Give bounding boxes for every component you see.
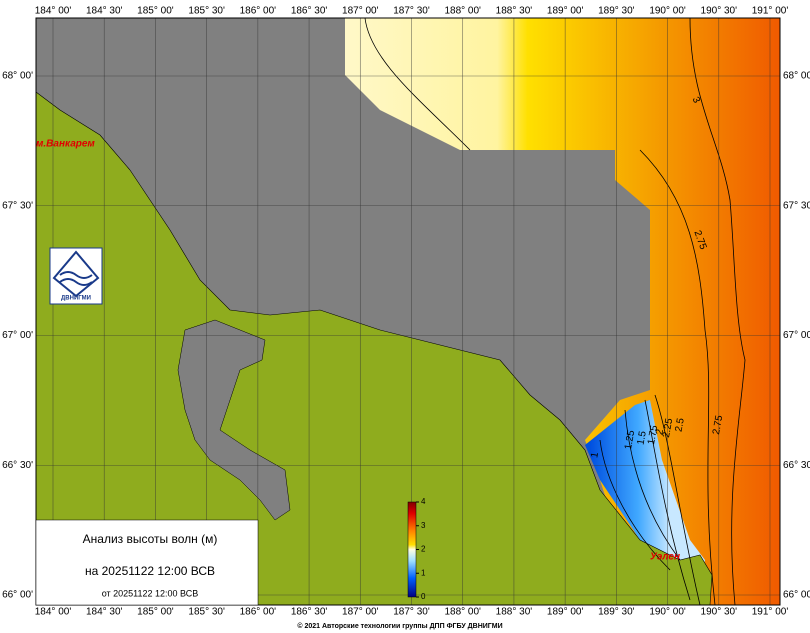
sea-field-low [585,400,705,590]
place-label: Уэлен [650,552,680,563]
lon-label: 185° 30' [188,607,225,618]
lon-label: 190° 00' [649,607,686,618]
lat-label: 68° 00' [2,71,33,82]
contour-line [654,394,701,606]
contour-label: 1.25 [623,429,637,451]
legend-valid-time: на 20251122 12:00 ВСВ [85,564,215,578]
lon-label: 190° 30' [701,607,738,618]
lat-label: 67° 30' [2,200,33,211]
lon-label: 191° 00' [752,607,789,618]
lon-label: 186° 00' [240,607,277,618]
colorbar-tick-label: 2 [421,545,426,554]
lon-label: 187° 00' [342,607,379,618]
lon-label: 187° 30' [393,6,430,17]
contour-line [624,409,681,561]
logo-waves [59,271,93,286]
contour-label: 1 [589,451,601,459]
lat-label: 67° 00' [783,330,810,341]
lon-label: 185° 30' [188,6,225,17]
lat-label: 66° 30' [783,460,810,471]
sea-field [345,18,780,605]
contour-line [364,17,471,151]
contour-line [639,149,716,606]
contour-label: 2.5 [674,417,687,433]
lon-label: 190° 00' [649,6,686,17]
lon-label: 189° 00' [547,6,584,17]
lon-label: 188° 30' [496,6,533,17]
contour-label: 2 [654,428,666,436]
lon-label: 188° 30' [496,607,533,618]
lon-label: 187° 00' [342,6,379,17]
legend-bg [35,519,259,606]
colorbar-ticks: 0 1 2 3 4 [416,497,426,601]
lon-label: 189° 00' [547,607,584,618]
contour-label: 2.75 [711,414,725,436]
lon-label: 186° 00' [240,6,277,17]
lon-label: 186° 30' [291,6,328,17]
lon-label: 187° 30' [393,607,430,618]
logo: ДВНИГМИ [49,247,103,305]
map-frame [35,17,781,606]
contour-label: 1.75 [646,424,660,446]
logo-text: ДВНИГМИ [61,296,91,302]
contour-label: 1.5 [636,430,649,446]
place-label: м.Ванкарем [36,139,95,150]
colorbar-tick-label: 1 [421,568,426,577]
lat-label: 67° 00' [2,330,33,341]
copyright: © 2021 Авторские технологии группы ДПП Ф… [297,622,502,630]
logo-mark [52,250,100,298]
lon-label: 190° 30' [701,6,738,17]
graticule [36,18,780,605]
contour-line [644,399,691,601]
lat-label: 66° 30' [2,460,33,471]
lon-label: 188° 00' [444,6,481,17]
legend-title: Анализ высоты волн (м) [83,532,218,546]
contour-line [689,17,746,606]
contour-label: 2.25 [661,417,675,439]
lon-label: 184° 30' [86,6,123,17]
legend-issued-time: от 20251122 12:00 ВСВ [102,588,199,598]
colorbar-tick-label: 4 [421,497,426,506]
lon-label: 185° 00' [137,6,174,17]
colorbar [407,501,417,598]
contour-label: 3 [690,95,703,105]
lon-label: 189° 30' [598,607,635,618]
lat-label: 68° 00' [783,71,810,82]
lon-label: 184° 30' [86,607,123,618]
lon-label: 185° 00' [137,607,174,618]
lon-label: 184° 00' [35,607,72,618]
lat-label: 66° 00' [783,590,810,601]
colorbar-tick-label: 0 [421,592,426,601]
lon-label: 191° 00' [752,6,789,17]
lon-label: 188° 00' [444,607,481,618]
lon-label: 189° 30' [598,6,635,17]
lat-label: 67° 30' [783,200,810,211]
legend-box: Анализ высоты волн (м) на 20251122 12:00… [35,519,259,606]
lagoon [177,319,291,521]
lon-label: 184° 00' [35,6,72,17]
lon-label: 186° 30' [291,607,328,618]
contour-line [599,439,671,571]
colorbar-tick-label: 3 [421,521,426,530]
land [35,91,713,606]
lat-label: 66° 00' [2,590,33,601]
